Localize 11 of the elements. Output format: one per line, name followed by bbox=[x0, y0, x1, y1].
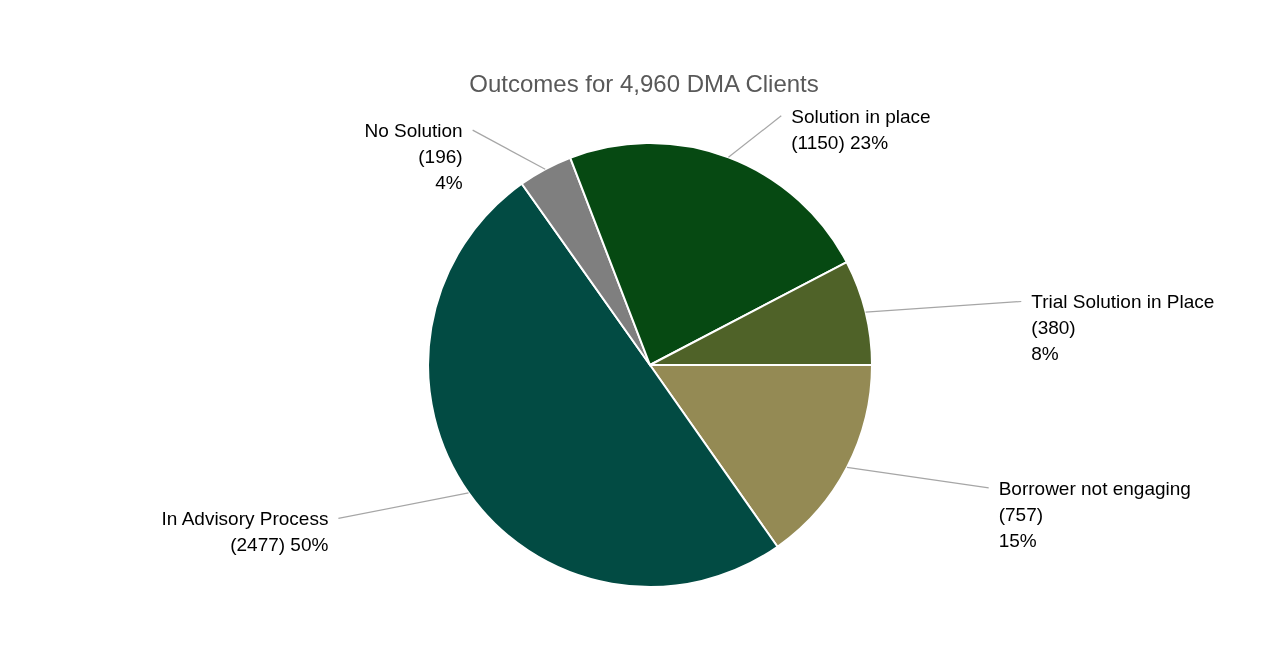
data-label: (1150) 23% bbox=[791, 131, 889, 153]
slice-label: In Advisory Process bbox=[161, 508, 329, 530]
data-label: (380) 8% bbox=[1031, 317, 1076, 365]
data-label: (196) 4% bbox=[418, 146, 463, 194]
data-label: (757) 15% bbox=[998, 503, 1044, 551]
slice-label: No Solution bbox=[364, 120, 463, 142]
data-label: (2477) 50% bbox=[230, 534, 329, 556]
slice-label: Trial Solution in Place bbox=[1031, 291, 1215, 313]
chart-title: Outcomes for 4,960 DMA Clients bbox=[469, 70, 819, 97]
slice-label: Solution in place bbox=[791, 105, 931, 127]
slice-label: Borrower not engaging bbox=[998, 477, 1191, 499]
